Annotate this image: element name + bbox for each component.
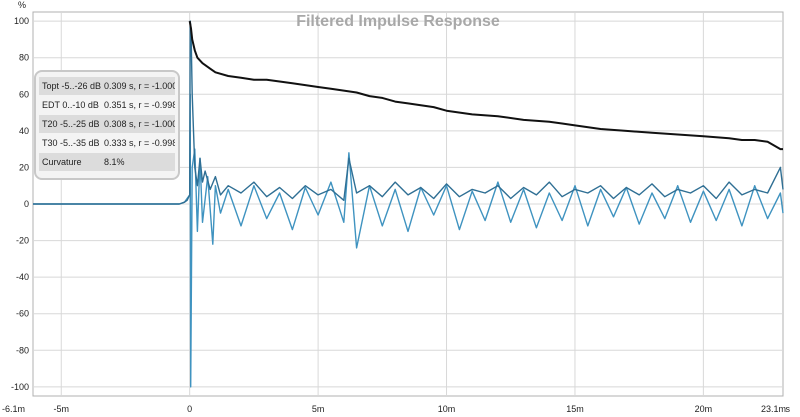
y-axis-unit: % [18,0,26,10]
y-tick-label: -100 [11,382,29,392]
y-tick-label: 80 [19,53,29,63]
info-row-curvature: Curvature 8.1% [39,153,175,171]
info-value: 0.351 s, r = -0.998 [104,100,175,110]
y-tick-label: 40 [19,126,29,136]
info-value: 0.309 s, r = -1.000 [104,81,175,91]
y-tick-label: -20 [16,236,29,246]
x-tick-label: 23.1m [761,404,786,414]
info-value: 0.333 s, r = -0.998 [104,138,175,148]
info-value: 8.1% [104,157,125,167]
y-tick-label: 60 [19,89,29,99]
x-tick-label: -6.1m [2,404,25,414]
y-tick-label: -60 [16,309,29,319]
info-label: EDT 0..-10 dB [42,100,99,110]
x-tick-label: 10m [438,404,456,414]
x-tick-label: -5m [54,404,70,414]
decay-info-panel: Topt -5..-26 dB 0.309 s, r = -1.000 EDT … [34,70,180,180]
x-tick-label: 0 [187,404,192,414]
info-row-t30: T30 -5..-35 dB 0.333 s, r = -0.998 [39,134,175,152]
info-row-topt: Topt -5..-26 dB 0.309 s, r = -1.000 [39,77,175,95]
x-tick-label: 5m [312,404,325,414]
y-tick-label: -80 [16,345,29,355]
series-line-2 [33,93,784,388]
info-value: 0.308 s, r = -1.000 [104,119,175,129]
x-tick-label: 20m [695,404,713,414]
info-row-t20: T20 -5..-25 dB 0.308 s, r = -1.000 [39,115,175,133]
info-label: T20 -5..-25 dB [42,119,100,129]
series-line-1 [33,20,784,205]
axis-labels: 100 80 60 40 20 0 -20 -40 -60 -80 -100 -6.1m -5m 0 5m 1… [2,16,786,414]
series-line-0 [188,20,783,151]
info-label: Topt -5..-26 dB [42,81,102,91]
x-axis-unit: s [786,404,791,414]
x-tick-label: 15m [566,404,584,414]
info-label: Curvature [42,157,82,167]
y-tick-label: 0 [24,199,29,209]
info-row-edt: EDT 0..-10 dB 0.351 s, r = -0.998 [39,96,175,114]
y-tick-label: 100 [14,16,29,26]
info-label: T30 -5..-35 dB [42,138,100,148]
chart-title: Filtered Impulse Response [296,13,500,30]
series-layer [33,20,784,388]
y-tick-label: -40 [16,272,29,282]
y-tick-label: 20 [19,162,29,172]
